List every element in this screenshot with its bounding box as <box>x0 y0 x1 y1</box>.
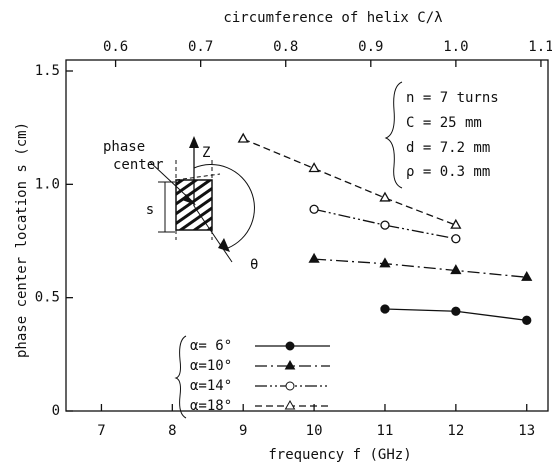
x-tick-label: 7 <box>97 423 105 439</box>
legend-marker <box>284 359 296 370</box>
inset-label: θ <box>250 257 258 273</box>
marker <box>380 220 390 230</box>
inset-label: Z <box>202 145 210 161</box>
marker <box>380 304 390 314</box>
x2-tick-label: 1.1 <box>528 39 552 55</box>
annotation: C = 25 mm <box>406 115 482 131</box>
x2-tick-label: 0.7 <box>188 39 213 55</box>
legend-label: α= 6° <box>190 338 232 354</box>
x-tick-label: 9 <box>239 423 247 439</box>
marker <box>522 315 532 325</box>
inset-label: center <box>113 157 164 173</box>
x-tick-label: 8 <box>168 423 176 439</box>
marker <box>450 218 462 229</box>
x2-axis-title: circumference of helix C/λ <box>223 10 442 26</box>
x-axis-title: frequency f (GHz) <box>268 447 411 463</box>
series-line <box>314 258 527 278</box>
x2-tick-label: 0.6 <box>103 39 128 55</box>
marker <box>451 306 461 316</box>
y-tick-label: 1.5 <box>35 63 60 79</box>
legend-label: α=18° <box>190 398 232 414</box>
x2-tick-label: 0.8 <box>273 39 298 55</box>
legend-marker <box>285 341 295 351</box>
plot-frame <box>65 59 549 412</box>
legend-label: α=10° <box>190 358 232 374</box>
x-tick-label: 12 <box>447 423 464 439</box>
y-tick-label: 0 <box>52 403 60 419</box>
legend-marker <box>285 381 295 391</box>
inset-label: phase <box>103 139 145 155</box>
marker <box>308 162 320 173</box>
x2-tick-label: 0.9 <box>358 39 383 55</box>
y-axis-title: phase center location s (cm) <box>14 122 30 358</box>
annotation: n = 7 turns <box>406 90 499 106</box>
marker <box>521 270 533 281</box>
x-tick-label: 11 <box>377 423 394 439</box>
inset-label: s <box>146 202 154 218</box>
series-line <box>313 208 456 240</box>
x2-tick-label: 1.0 <box>443 39 468 55</box>
marker <box>379 257 391 268</box>
y-tick-label: 0.5 <box>35 290 60 306</box>
marker <box>379 191 391 202</box>
marker <box>237 132 249 143</box>
y-tick-label: 1.0 <box>35 176 60 192</box>
annotation: ρ = 0.3 mm <box>406 164 490 180</box>
marker <box>308 252 320 263</box>
annotation: d = 7.2 mm <box>406 140 490 156</box>
series-line <box>242 138 457 226</box>
legend-marker <box>284 399 296 410</box>
legend-label: α=14° <box>190 378 232 394</box>
marker <box>451 234 461 244</box>
marker <box>309 204 319 214</box>
x-tick-label: 10 <box>306 423 323 439</box>
marker <box>450 264 462 275</box>
x-tick-label: 13 <box>518 423 535 439</box>
inset-diagram <box>149 81 403 419</box>
